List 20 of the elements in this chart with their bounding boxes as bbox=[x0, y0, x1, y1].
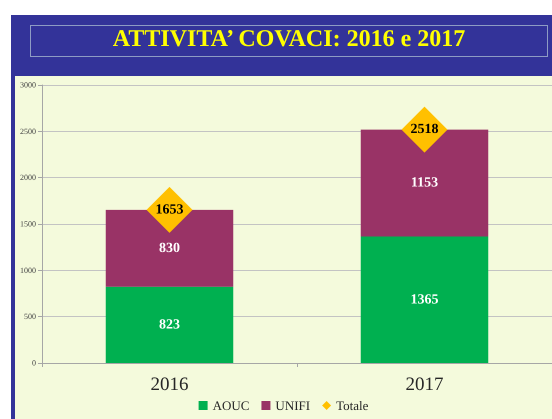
data-label: 1365 bbox=[410, 292, 438, 308]
y-tick-label: 1500 bbox=[20, 220, 36, 228]
data-label: 830 bbox=[159, 240, 180, 256]
data-label: 1653 bbox=[156, 202, 184, 218]
legend-label: Totale bbox=[336, 398, 369, 413]
data-label: 2518 bbox=[410, 122, 438, 138]
y-tick-label: 0 bbox=[32, 358, 36, 368]
y-tick-label: 500 bbox=[24, 312, 36, 322]
y-tick-label: 2000 bbox=[20, 173, 36, 182]
legend-label: AOUC bbox=[212, 398, 250, 413]
data-label: 1153 bbox=[410, 176, 438, 191]
x-tick-label: 2017 bbox=[406, 374, 444, 395]
data-label: 823 bbox=[159, 317, 180, 332]
y-tick-label: 1000 bbox=[20, 266, 36, 275]
y-tick-label: 3000 bbox=[20, 80, 36, 90]
bar bbox=[360, 236, 488, 363]
legend-label: UNIFI bbox=[275, 398, 310, 413]
y-tick-label: 2500 bbox=[20, 126, 36, 136]
x-tick-label: 2016 bbox=[150, 374, 188, 395]
bar bbox=[106, 286, 234, 363]
